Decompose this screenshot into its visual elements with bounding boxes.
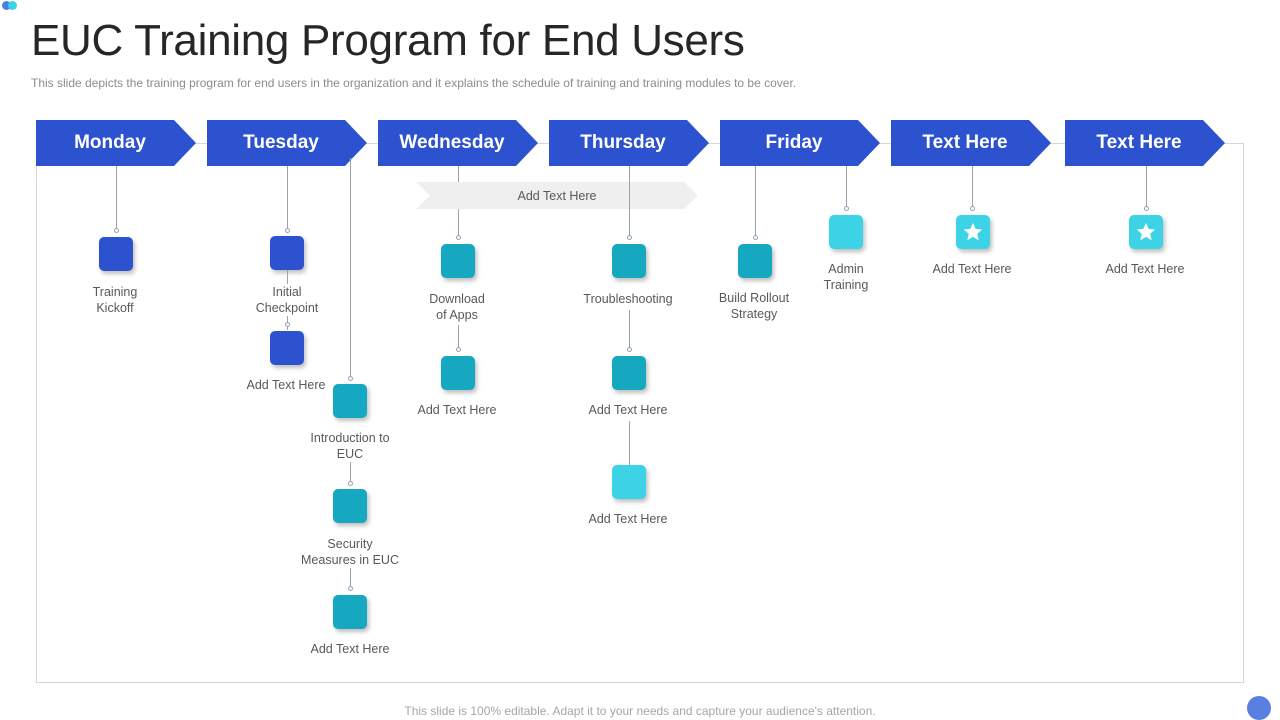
connector-line bbox=[287, 270, 288, 284]
item-label-add-text: Add Text Here bbox=[246, 378, 326, 392]
item-label-admin-training: Admin Training bbox=[823, 262, 869, 292]
schedule-box bbox=[270, 236, 304, 270]
connector-node bbox=[285, 322, 290, 327]
connector-line bbox=[629, 310, 630, 349]
connector-node bbox=[627, 347, 632, 352]
star-icon bbox=[963, 222, 983, 241]
item-label-add-text: Add Text Here bbox=[310, 642, 390, 656]
connector-node bbox=[627, 235, 632, 240]
item-label-build-rollout: Build Rollout Strategy bbox=[718, 291, 790, 321]
connector-line bbox=[287, 166, 288, 230]
schedule-box bbox=[333, 595, 367, 629]
slide-title: EUC Training Program for End Users bbox=[31, 16, 745, 65]
schedule-box bbox=[612, 356, 646, 390]
banner-arrow: Add Text Here bbox=[416, 182, 698, 209]
connector-line bbox=[846, 166, 847, 206]
day-header-extra-1: Text Here bbox=[891, 120, 1051, 166]
page-corner-circle bbox=[1247, 696, 1271, 720]
connector-node bbox=[844, 206, 849, 211]
connector-line bbox=[350, 568, 351, 588]
item-label-troubleshooting: Troubleshooting bbox=[583, 292, 673, 306]
connector-node bbox=[1144, 206, 1149, 211]
day-header-monday: Monday bbox=[36, 120, 196, 166]
connector-line bbox=[755, 166, 756, 236]
schedule-box bbox=[612, 465, 646, 499]
connector-node bbox=[348, 376, 353, 381]
connector-line bbox=[1146, 166, 1147, 206]
schedule-box bbox=[333, 384, 367, 418]
day-header-friday: Friday bbox=[720, 120, 880, 166]
connector-node bbox=[456, 347, 461, 352]
item-label-add-text: Add Text Here bbox=[1105, 262, 1185, 276]
day-header-tuesday: Tuesday bbox=[207, 120, 367, 166]
connector-node bbox=[114, 228, 119, 233]
item-label-security-measures: Security Measures in EUC bbox=[301, 537, 399, 567]
connector-line bbox=[350, 462, 351, 482]
day-header-thursday: Thursday bbox=[549, 120, 709, 166]
schedule-box bbox=[270, 331, 304, 365]
connector-node bbox=[753, 235, 758, 240]
connector-line bbox=[629, 421, 630, 465]
item-label-add-text: Add Text Here bbox=[588, 403, 668, 417]
schedule-box bbox=[738, 244, 772, 278]
schedule-box bbox=[1129, 215, 1163, 249]
schedule-box bbox=[333, 489, 367, 523]
connector-node bbox=[970, 206, 975, 211]
day-header-extra-2: Text Here bbox=[1065, 120, 1225, 166]
connector-line bbox=[350, 158, 351, 380]
schedule-box bbox=[441, 244, 475, 278]
day-header-wednesday: Wednesday bbox=[378, 120, 538, 166]
schedule-box bbox=[612, 244, 646, 278]
connector-node bbox=[285, 228, 290, 233]
slide-subtitle: This slide depicts the training program … bbox=[31, 76, 797, 90]
connector-node bbox=[348, 586, 353, 591]
connector-node bbox=[348, 481, 353, 486]
item-label-add-text: Add Text Here bbox=[932, 262, 1012, 276]
star-icon bbox=[1136, 222, 1156, 241]
schedule-box bbox=[99, 237, 133, 271]
item-label-add-text: Add Text Here bbox=[588, 512, 668, 526]
schedule-box bbox=[956, 215, 990, 249]
schedule-box bbox=[441, 356, 475, 390]
corner-dot-decoration bbox=[8, 1, 17, 10]
item-label-initial-checkpoint: Initial Checkpoint bbox=[255, 285, 319, 315]
connector-line bbox=[629, 166, 630, 236]
connector-node bbox=[456, 235, 461, 240]
footer-note: This slide is 100% editable. Adapt it to… bbox=[404, 704, 876, 718]
connector-line bbox=[116, 166, 117, 230]
corner-dot-decoration bbox=[2, 1, 11, 10]
item-label-training-kickoff: Training Kickoff bbox=[92, 285, 138, 315]
connector-line bbox=[972, 166, 973, 206]
schedule-box bbox=[829, 215, 863, 249]
item-label-introduction-euc: Introduction to EUC bbox=[310, 431, 390, 461]
connector-line bbox=[458, 325, 459, 349]
item-label-download-apps: Download of Apps bbox=[429, 292, 485, 322]
item-label-add-text: Add Text Here bbox=[417, 403, 497, 417]
